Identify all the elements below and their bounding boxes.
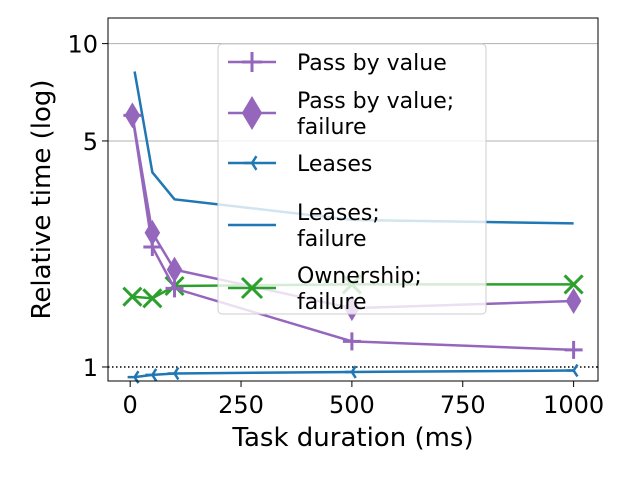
legend-marker-1 (241, 96, 263, 130)
series-0-point-3 (342, 332, 361, 351)
legend-label-1: Pass by value; failure (297, 89, 454, 140)
x-tick-label-3: 750 (440, 391, 486, 419)
legend-marker-0 (242, 52, 262, 72)
x-tick-label-0: 0 (123, 391, 138, 419)
series-4-point-1 (142, 288, 163, 309)
series-2-point-4 (566, 363, 579, 378)
legend-label-0: Pass by value (297, 51, 447, 76)
series-0 (123, 106, 583, 359)
series-2-point-3 (344, 365, 357, 379)
x-tick-label-2: 500 (329, 391, 375, 419)
series-2-point-2 (167, 366, 180, 381)
x-axis-label: Task duration (ms) (231, 423, 473, 453)
series-2-point-0 (127, 370, 140, 384)
series-4-point-4 (563, 274, 584, 295)
series-0-point-0 (123, 106, 142, 125)
legend: Pass by value Pass by value; failure Leases… (217, 43, 487, 315)
series-1-point-4 (565, 288, 582, 314)
series-0-point-1 (143, 237, 162, 256)
y-tick-label-2: 10 (67, 31, 98, 59)
legend-marker-2 (244, 155, 258, 171)
legend-frame (217, 43, 487, 315)
series-2 (127, 363, 579, 384)
plot-frame (107, 17, 599, 382)
legend-label-2: Leases (297, 152, 372, 177)
series-0-point-2 (165, 279, 184, 298)
x-tick-label-4: 1000 (543, 391, 604, 419)
y-axis-label: Relative time (log) (27, 79, 57, 319)
x-tick-label-1: 250 (218, 391, 264, 419)
series-0-point-4 (564, 340, 583, 359)
legend-label-4: Ownership; failure (297, 264, 422, 315)
legend-marker-4 (240, 276, 264, 300)
legend-label-3: Leases; failure (297, 201, 380, 252)
axes-layer: 0 250 500 750 1000 1 5 10 (67, 31, 604, 419)
series-2-point-1 (145, 368, 158, 382)
y-tick-label-1: 5 (83, 128, 98, 156)
y-tick-label-0: 1 (83, 354, 98, 382)
series-4-point-0 (122, 286, 143, 307)
